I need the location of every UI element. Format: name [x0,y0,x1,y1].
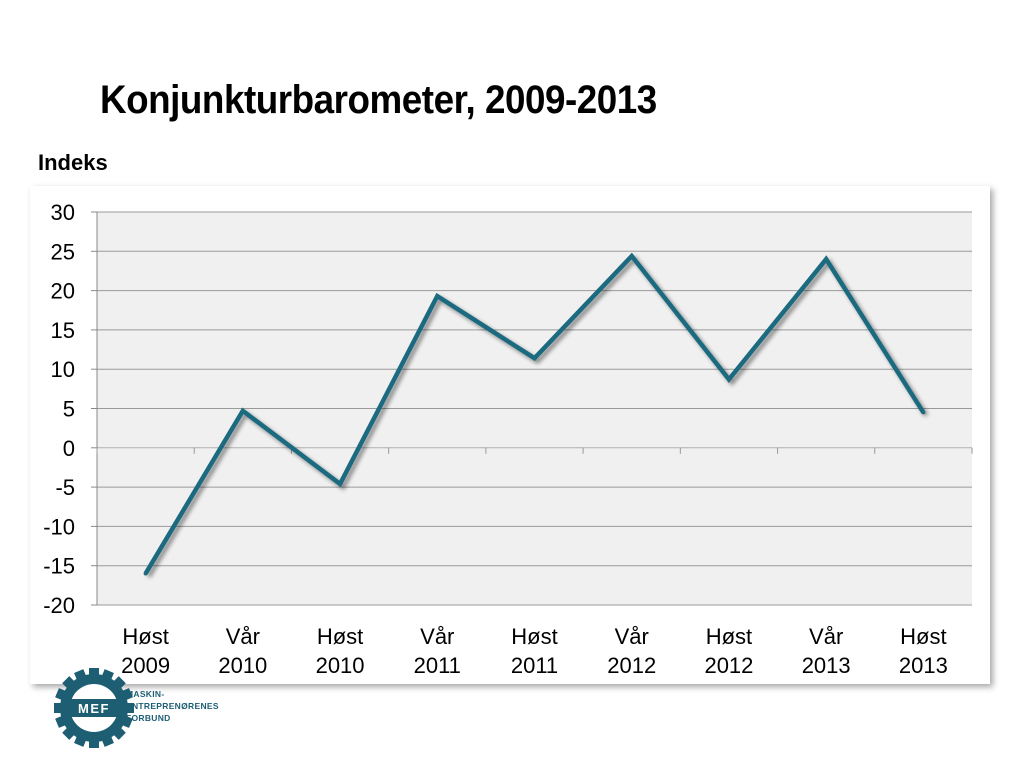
data-point [143,571,148,576]
x-tick-label: Høst [122,624,168,649]
x-tick-label: 2013 [899,653,948,678]
x-tick-label: 2012 [704,653,753,678]
gear-tooth [89,738,99,748]
y-tick-label: 10 [51,357,75,382]
x-tick-label: Vår [809,624,843,649]
x-tick-label: Høst [317,624,363,649]
x-tick-label: Høst [900,624,946,649]
x-tick-label: 2012 [607,653,656,678]
y-tick-label: 25 [51,239,75,264]
x-tick-label: 2010 [218,653,267,678]
y-tick-label: 15 [51,318,75,343]
x-tick-label: 2010 [316,653,365,678]
y-tick-label: 5 [63,397,75,422]
gear-tooth [100,733,114,747]
y-axis-label: Indeks [38,150,108,175]
mef-logo: MEF [54,668,134,748]
gear-tooth [119,714,133,728]
y-tick-label: -5 [55,475,75,500]
x-tick-label: Vår [615,624,649,649]
logo-text-line-2: ENTREPRENØRENES [126,701,219,711]
y-tick-label: -10 [43,514,75,539]
y-tick-label: -20 [43,593,75,618]
gear-tooth [74,733,88,747]
logo-text-line-1: MASKIN- [126,689,165,699]
y-tick-label: -15 [43,554,75,579]
x-tick-label: 2011 [414,653,461,678]
gear-tooth [54,703,64,713]
logo-text: MASKIN- ENTREPRENØRENES FORBUND [126,688,219,724]
data-point [824,257,829,262]
y-tick-label: 20 [51,279,75,304]
y-tick-label: 0 [63,436,75,461]
x-tick-label: 2013 [802,653,851,678]
gear-tooth [119,688,133,702]
page-title: Konjunkturbarometer, 2009-2013 [100,78,657,122]
gear-tooth [55,688,69,702]
data-point [921,410,926,415]
logo-text-line-3: FORBUND [126,713,171,723]
x-tick-label: Høst [706,624,752,649]
data-point [240,408,245,413]
mef-emblem-text: MEF [78,701,110,716]
data-point [629,254,634,259]
gear-tooth [100,669,114,683]
gear-tooth [55,714,69,728]
x-tick-label: Vår [226,624,260,649]
data-point [726,377,731,382]
gear-tooth [124,703,134,713]
x-tick-label: 2009 [121,653,170,678]
gear-tooth [74,669,88,683]
x-tick-label: Vår [420,624,454,649]
x-tick-label: Høst [511,624,557,649]
data-point [435,294,440,299]
data-point [532,356,537,361]
gear-tooth [89,668,99,678]
data-point [338,481,343,486]
x-tick-label: 2011 [511,653,558,678]
y-tick-label: 30 [51,200,75,225]
